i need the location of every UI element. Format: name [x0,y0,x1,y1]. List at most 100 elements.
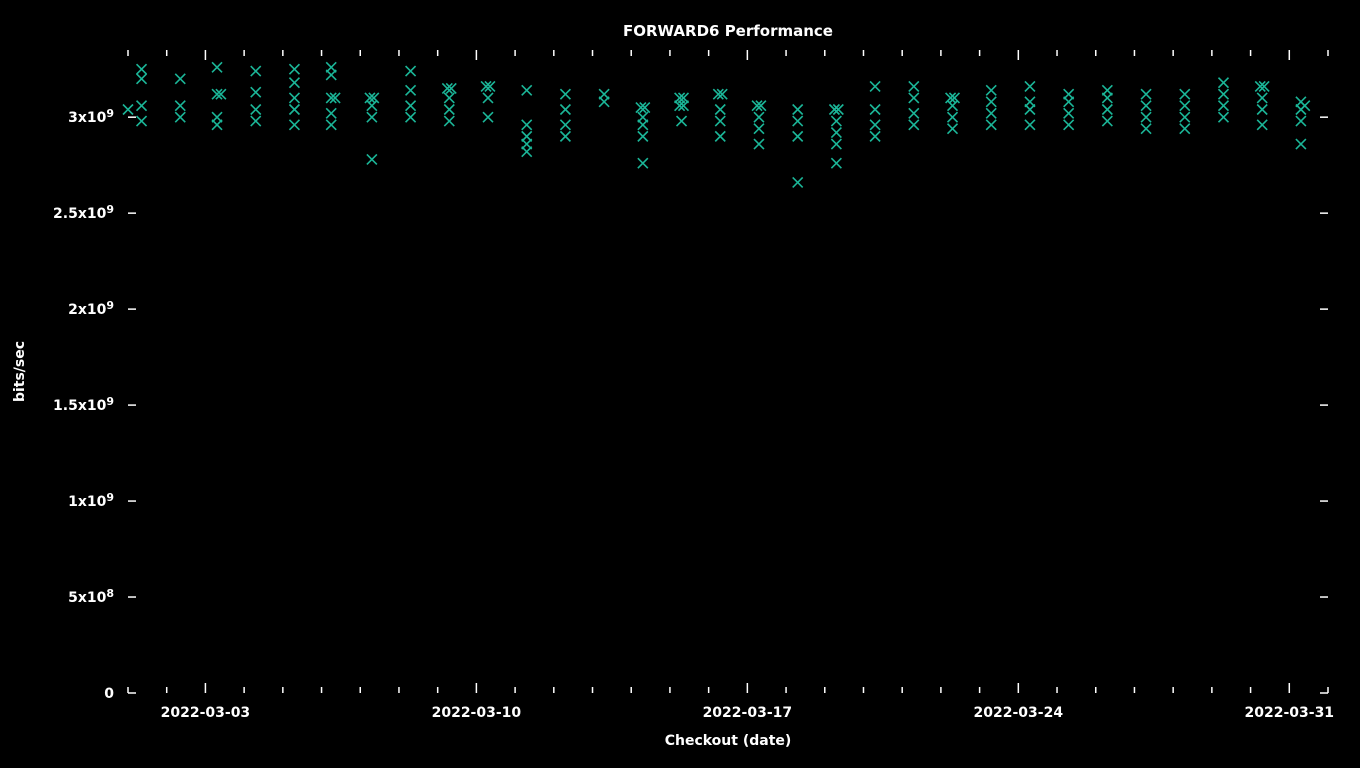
data-points [123,62,1310,187]
data-point [754,112,764,122]
data-point [560,89,570,99]
data-point [1102,116,1112,126]
data-point [638,131,648,141]
svg-text:1.5x109: 1.5x109 [53,395,114,414]
svg-text:3x109: 3x109 [68,107,114,126]
data-point [289,105,299,115]
data-point [1296,139,1306,149]
data-point [1257,105,1267,115]
data-point [948,101,958,111]
data-point [444,93,454,103]
data-point [560,105,570,115]
data-point [137,116,147,126]
data-point [909,81,919,91]
data-point [406,66,416,76]
data-point [1218,89,1228,99]
data-point [948,112,958,122]
data-point [715,105,725,115]
data-point [1025,120,1035,130]
data-point [1064,108,1074,118]
data-point [251,66,261,76]
data-point [831,128,841,138]
data-point [522,85,532,95]
data-point [522,147,532,157]
data-point [638,158,648,168]
data-point [175,112,185,122]
data-point [1300,101,1310,111]
data-point [1218,101,1228,111]
data-point [1102,105,1112,115]
data-point [793,177,803,187]
data-point [212,62,222,72]
data-point [367,112,377,122]
data-point [909,108,919,118]
data-point [251,116,261,126]
data-point [444,116,454,126]
data-point [754,139,764,149]
data-point [909,93,919,103]
y-axis: 0 5x108 1x109 1.5x109 2x109 2.5x109 3x10… [53,107,1328,702]
data-point [870,120,880,130]
data-point [137,74,147,84]
svg-text:2.5x109: 2.5x109 [53,203,114,222]
data-point [560,131,570,141]
data-point [948,124,958,134]
data-point [986,108,996,118]
data-point [137,64,147,74]
data-point [289,78,299,88]
data-point [1296,116,1306,126]
data-point [870,131,880,141]
data-point [1025,105,1035,115]
data-point [715,131,725,141]
data-point [677,116,687,126]
data-point [831,139,841,149]
svg-text:2x109: 2x109 [68,299,114,318]
data-point [1141,112,1151,122]
data-point [251,105,261,115]
svg-text:2022-03-03: 2022-03-03 [161,705,251,721]
svg-text:1x109: 1x109 [68,491,114,510]
svg-text:2022-03-24: 2022-03-24 [974,705,1064,721]
data-point [1180,124,1190,134]
data-point [175,74,185,84]
data-point [715,116,725,126]
data-point [1141,124,1151,134]
data-point [1180,89,1190,99]
data-point [406,101,416,111]
data-point [793,105,803,115]
data-point [986,85,996,95]
data-point [326,70,336,80]
data-point [831,116,841,126]
y-axis-label: bits/sec [12,341,28,402]
data-point [1180,112,1190,122]
data-point [986,120,996,130]
data-point [870,105,880,115]
svg-text:2022-03-17: 2022-03-17 [703,705,793,721]
data-point [909,120,919,130]
svg-text:2022-03-31: 2022-03-31 [1245,705,1335,721]
data-point [599,97,609,107]
data-point [870,81,880,91]
data-point [137,101,147,111]
data-point [406,112,416,122]
data-point [483,112,493,122]
data-point [1064,120,1074,130]
data-point [289,64,299,74]
x-axis: 2022-03-032022-03-102022-03-172022-03-24… [128,50,1334,721]
performance-scatter-chart: FORWARD6 Performance 0 5x108 1x109 1.5x1… [0,0,1360,768]
data-point [123,105,133,115]
data-point [638,120,648,130]
x-axis-label: Checkout (date) [665,733,792,749]
data-point [1064,97,1074,107]
data-point [251,87,261,97]
data-point [793,116,803,126]
data-point [367,101,377,111]
data-point [754,124,764,134]
data-point [444,105,454,115]
chart-title: FORWARD6 Performance [623,22,833,40]
data-point [367,154,377,164]
data-point [1218,112,1228,122]
svg-text:0: 0 [104,686,114,702]
data-point [406,85,416,95]
data-point [289,120,299,130]
